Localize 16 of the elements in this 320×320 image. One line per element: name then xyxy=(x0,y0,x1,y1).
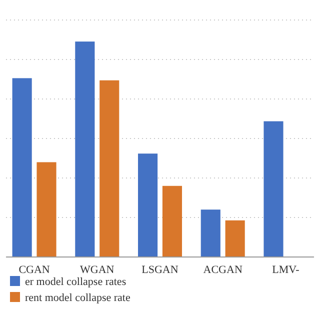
bar xyxy=(36,162,56,257)
x-tick-label: LMV- xyxy=(272,264,300,276)
bar xyxy=(138,154,158,257)
bar xyxy=(264,121,284,257)
x-tick-label: WGAN xyxy=(80,264,114,276)
bar xyxy=(162,186,182,257)
x-tick-label: LSGAN xyxy=(142,264,178,276)
bar xyxy=(100,80,120,257)
legend-label: rent model collapse rate xyxy=(25,292,130,304)
legend-label: er model collapse rates xyxy=(25,276,126,288)
bar xyxy=(75,42,95,257)
x-tick-label: ACGAN xyxy=(203,264,242,276)
bar xyxy=(12,78,32,257)
bar xyxy=(225,220,245,257)
bar xyxy=(200,210,220,257)
x-tick-label: CGAN xyxy=(18,264,50,276)
